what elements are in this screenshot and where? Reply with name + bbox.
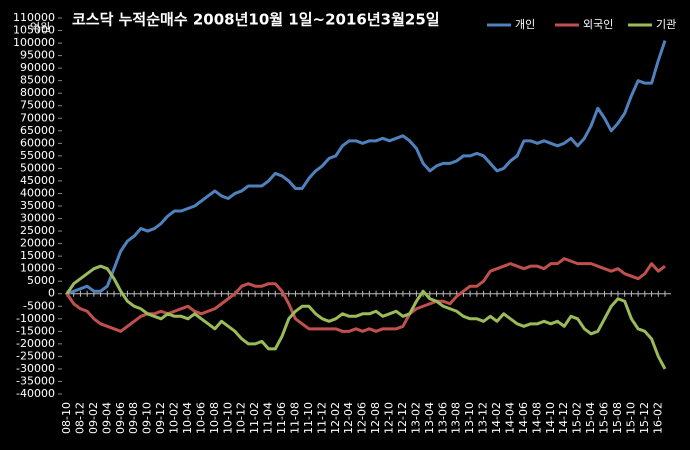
- series-line: [65, 257, 666, 333]
- x-tick-label: 14-04: [503, 402, 516, 434]
- x-tick-label: 15-06: [598, 402, 611, 434]
- x-tick-label: 14-10: [544, 402, 557, 434]
- y-tick-label: 35000: [20, 199, 55, 212]
- x-tick-label: 15-12: [638, 402, 651, 434]
- legend-label: 개인: [515, 18, 535, 31]
- x-tick-label: 14-12: [557, 402, 570, 434]
- x-tick-label: 13-08: [450, 402, 463, 434]
- x-tick-label: 10-10: [221, 402, 234, 434]
- y-tick-label: 30000: [20, 212, 55, 225]
- y-tick-label: 0: [48, 287, 55, 300]
- y-tick-label: 70000: [20, 111, 55, 124]
- series-line: [66, 40, 667, 296]
- x-tick-label: 09-02: [87, 402, 100, 434]
- y-tick-label: -25000: [16, 349, 55, 362]
- x-tick-label: 11-06: [275, 402, 288, 434]
- x-tick-label: 12-10: [383, 402, 396, 434]
- x-tick-label: 13-10: [463, 402, 476, 434]
- y-tick-label: 10000: [20, 262, 55, 275]
- x-tick-label: 13-12: [477, 402, 490, 434]
- y-tick-label: -35000: [16, 374, 55, 387]
- y-tick-label: 5000: [27, 274, 55, 287]
- y-tick-label: 15000: [20, 249, 55, 262]
- x-tick-label: 10-08: [208, 402, 221, 434]
- x-tick-label: 15-02: [571, 402, 584, 434]
- x-tick-label: 08-12: [73, 402, 86, 434]
- y-tick-label: 40000: [20, 186, 55, 199]
- legend-label: 외국인: [583, 18, 613, 31]
- y-tick-label: 95000: [20, 49, 55, 62]
- y-tick-label: 75000: [20, 99, 55, 112]
- x-tick-label: 16-02: [651, 402, 664, 434]
- y-tick-label: -5000: [23, 299, 55, 312]
- y-tick-label: 110000: [13, 11, 55, 24]
- series-line: [65, 264, 667, 370]
- y-tick-label: 20000: [20, 237, 55, 250]
- y-tick-label: 80000: [20, 86, 55, 99]
- y-tick-label: 85000: [20, 74, 55, 87]
- x-tick-label: 13-06: [436, 402, 449, 434]
- y-tick-label: 100000: [13, 36, 55, 49]
- y-tick-label: 60000: [20, 136, 55, 149]
- x-tick-label: 11-12: [315, 402, 328, 434]
- x-tick-label: 12-08: [369, 402, 382, 434]
- x-tick-label: 09-12: [154, 402, 167, 434]
- x-tick-label: 14-02: [490, 402, 503, 434]
- x-tick-label: 09-08: [127, 402, 140, 434]
- x-tick-label: 12-06: [356, 402, 369, 434]
- x-tick-label: 14-06: [517, 402, 530, 434]
- y-tick-label: 55000: [20, 149, 55, 162]
- legend-label: 기관: [656, 18, 676, 31]
- x-tick-label: 11-10: [302, 402, 315, 434]
- x-tick-label: 14-08: [530, 402, 543, 434]
- y-axis-label: 억원: [30, 21, 50, 34]
- y-tick-label: 25000: [20, 224, 55, 237]
- y-tick-label: -20000: [16, 337, 55, 350]
- x-tick-label: 11-04: [262, 402, 275, 434]
- y-tick-label: -40000: [16, 387, 55, 400]
- x-tick-label: 11-08: [288, 402, 301, 434]
- x-tick-label: 09-04: [100, 402, 113, 434]
- x-tick-label: 09-06: [114, 402, 127, 434]
- y-tick-label: -10000: [16, 312, 55, 325]
- x-tick-label: 13-04: [423, 402, 436, 434]
- y-tick-label: -15000: [16, 324, 55, 337]
- x-tick-label: 10-02: [168, 402, 181, 434]
- y-tick-label: 105000: [13, 24, 55, 37]
- x-tick-label: 15-08: [611, 402, 624, 434]
- x-tick-label: 11-02: [248, 402, 261, 434]
- y-tick-label: 90000: [20, 61, 55, 74]
- x-tick-label: 12-12: [396, 402, 409, 434]
- x-tick-label: 12-04: [342, 402, 355, 434]
- chart-title: 코스닥 누적순매수 2008년10월 1일~2016년3월25일: [72, 11, 440, 29]
- x-tick-label: 09-10: [141, 402, 154, 434]
- y-tick-label: 65000: [20, 124, 55, 137]
- y-tick-label: 45000: [20, 174, 55, 187]
- x-tick-label: 10-06: [194, 402, 207, 434]
- x-tick-label: 08-10: [60, 402, 73, 434]
- x-tick-label: 10-04: [181, 402, 194, 434]
- x-tick-label: 15-10: [624, 402, 637, 434]
- y-tick-label: 50000: [20, 161, 55, 174]
- x-tick-label: 12-02: [329, 402, 342, 434]
- x-tick-label: 13-02: [409, 402, 422, 434]
- x-tick-label: 15-04: [584, 402, 597, 434]
- y-tick-label: -30000: [16, 362, 55, 375]
- x-tick-label: 10-12: [235, 402, 248, 434]
